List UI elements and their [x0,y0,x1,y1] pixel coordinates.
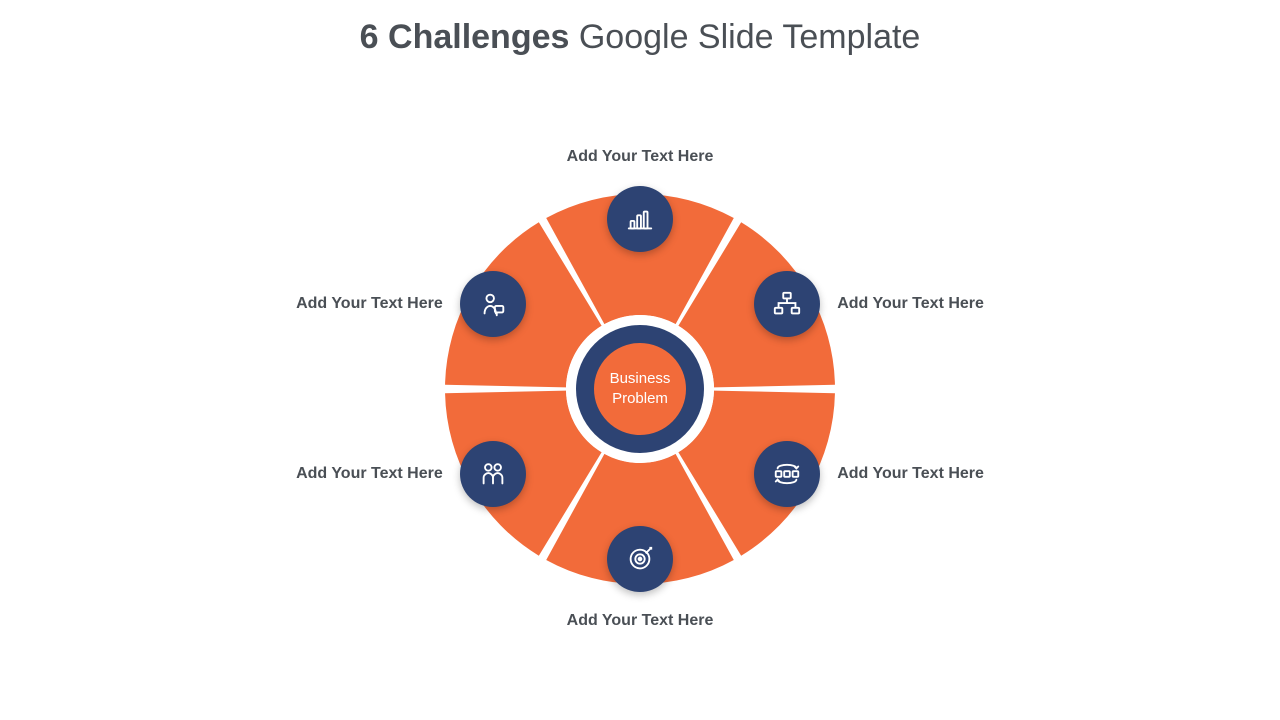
node-support [460,271,526,337]
center-ring: Business Problem [566,315,714,463]
org-icon [772,289,802,319]
node-team [460,441,526,507]
title-bold: 6 Challenges [360,18,570,56]
page-title: 6 Challenges Google Slide Template [0,18,1280,57]
label-1: Add Your Text Here [837,295,984,313]
node-org [754,271,820,337]
target-icon [625,544,655,574]
process-icon [772,459,802,489]
label-4: Add Your Text Here [296,465,443,483]
title-rest: Google Slide Template [569,18,920,56]
radial-diagram: Business Problem [440,189,840,589]
label-0: Add Your Text Here [567,148,714,166]
center-text: Business Problem [610,369,671,408]
label-3: Add Your Text Here [567,612,714,630]
bar-chart-icon [625,204,655,234]
center-ring-inner: Business Problem [576,325,704,453]
node-target [607,526,673,592]
label-5: Add Your Text Here [296,295,443,313]
label-2: Add Your Text Here [837,465,984,483]
node-bar-chart [607,186,673,252]
team-icon [478,459,508,489]
node-process [754,441,820,507]
support-icon [478,289,508,319]
center-core: Business Problem [594,343,686,435]
